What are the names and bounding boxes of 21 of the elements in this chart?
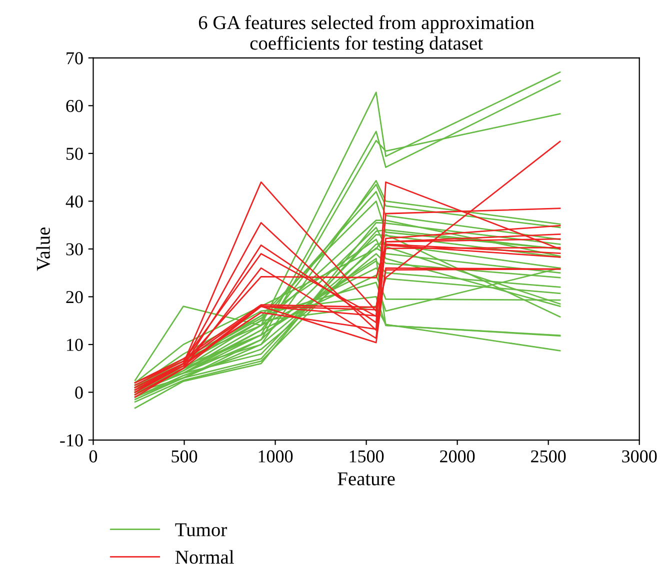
x-tick-label: 2500 (531, 450, 566, 462)
y-tick-label: 20 (66, 290, 83, 304)
y-tick-label: -10 (60, 434, 83, 446)
y-tick-label: 60 (66, 100, 83, 112)
x-tick-label: 1500 (350, 450, 384, 462)
y-tick-label: 0 (75, 386, 83, 399)
x-axis-title: Feature (338, 472, 395, 486)
y-tick-label: 50 (66, 148, 83, 160)
x-tick-label: 0 (89, 450, 98, 462)
legend-label: Normal (175, 550, 234, 564)
x-tick-label: 500 (172, 450, 198, 462)
x-tick-label: 1000 (258, 450, 293, 462)
y-tick-label: 40 (66, 195, 83, 208)
y-tick-label: 70 (66, 52, 83, 64)
x-tick-label: 3000 (622, 450, 657, 462)
y-axis-title: Value (36, 228, 50, 271)
y-tick-label: 10 (67, 338, 83, 351)
y-tick-label: 30 (66, 243, 83, 256)
legend-label: Tumor (175, 523, 227, 536)
chart-title: 6 GA features selected from approximation coefficients for testing dataset (198, 15, 534, 54)
x-tick-label: 2000 (440, 450, 475, 462)
